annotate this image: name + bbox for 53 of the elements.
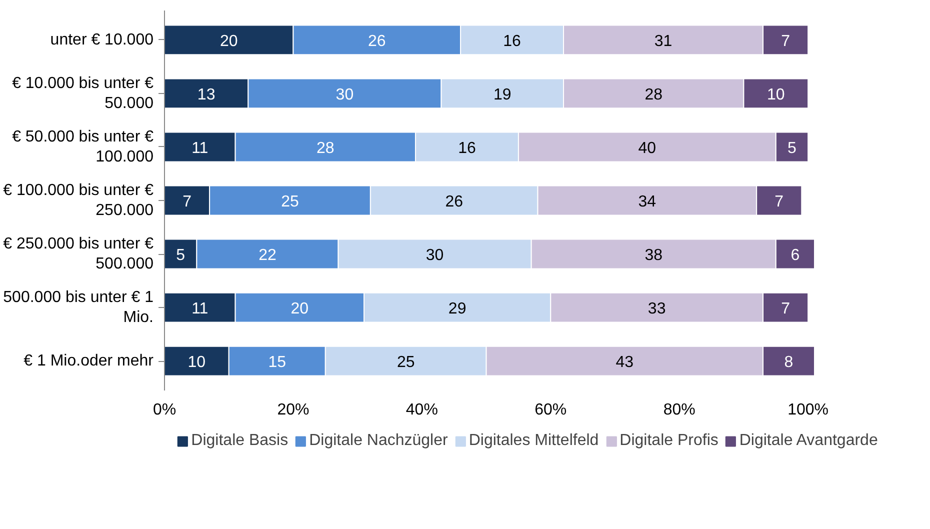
data-label: 10 — [766, 86, 785, 104]
data-label: 28 — [316, 140, 334, 157]
y-tick-label: € 50.000 bis unter € 100.000 — [12, 128, 154, 166]
x-tick-label: 0% — [152, 402, 176, 418]
data-label: 26 — [445, 194, 464, 210]
data-label: 28 — [644, 86, 663, 104]
x-tick-label: 80% — [663, 402, 696, 418]
data-label: 15 — [268, 354, 286, 372]
data-label: 16 — [503, 32, 522, 50]
y-tick-label: € 1 Mio.oder mehr — [24, 352, 154, 370]
data-label: 25 — [281, 194, 299, 210]
x-tick-label: 60% — [534, 402, 567, 418]
data-label: 7 — [781, 32, 790, 50]
x-tick-label: 40% — [406, 402, 438, 418]
data-label: 20 — [290, 300, 309, 318]
legend-label: Digitale Profis — [620, 432, 718, 450]
y-tick-label: 500.000 bis unter € 1 Mio. — [3, 288, 154, 326]
data-label: 5 — [176, 247, 186, 264]
data-label: 5 — [788, 140, 797, 157]
data-label: 40 — [638, 140, 656, 157]
y-tick-label: € 10.000 bis unter € 50.000 — [12, 74, 154, 112]
data-label: 16 — [458, 140, 476, 157]
data-label: 13 — [197, 86, 216, 104]
data-label: 19 — [493, 86, 512, 104]
y-tick-label: € 250.000 bis unter € 500.000 — [3, 235, 154, 273]
data-label: 38 — [644, 247, 663, 264]
x-tick-label: 100% — [788, 402, 829, 418]
data-label: 34 — [638, 194, 656, 210]
data-label: 25 — [396, 354, 415, 372]
data-label: 20 — [220, 32, 238, 50]
data-label: 43 — [616, 354, 634, 372]
data-label: 7 — [774, 194, 784, 210]
y-tick-label: unter € 10.000 — [50, 31, 154, 48]
data-label: 29 — [448, 300, 466, 318]
legend-label: Digitale Avantgarde — [739, 432, 878, 450]
legend-label: Digitale Nachzügler — [309, 432, 448, 450]
y-tick-label: € 100.000 bis unter € 250.000 — [3, 182, 154, 220]
data-label: 10 — [188, 354, 206, 372]
data-label: 7 — [781, 300, 790, 318]
legend-label: Digitales Mittelfeld — [468, 432, 599, 450]
data-label: 22 — [258, 247, 276, 264]
data-label: 8 — [784, 354, 794, 372]
data-label: 31 — [654, 32, 672, 50]
x-tick-label: 20% — [277, 402, 310, 418]
data-label: 6 — [790, 247, 800, 264]
data-label: 30 — [426, 247, 444, 264]
legend-label: Digitale Basis — [191, 432, 288, 450]
data-label: 11 — [192, 140, 208, 157]
data-label: 33 — [648, 300, 666, 318]
data-label: 26 — [368, 32, 386, 50]
data-label: 11 — [192, 300, 208, 318]
data-label: 30 — [336, 86, 354, 104]
data-label: 7 — [182, 194, 192, 210]
